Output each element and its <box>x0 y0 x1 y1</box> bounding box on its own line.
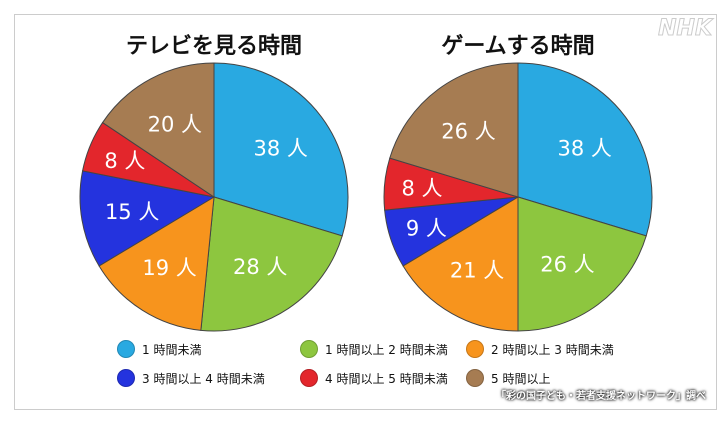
legend-item: 4 時間以上 5 時間未満 <box>300 369 448 387</box>
slice-label: 38 人 <box>254 137 308 161</box>
slice-label: 21 人 <box>450 258 504 282</box>
legend-label: 1 時間未満 <box>142 342 202 357</box>
source-note: 「彩の国子ども・若者支援ネットワーク」調べ <box>496 391 706 402</box>
legend-label: 2 時間以上 3 時間未満 <box>491 342 614 357</box>
slice-label: 26 人 <box>540 253 594 277</box>
legend-label: 5 時間以上 <box>491 371 551 386</box>
chart-title-tv: テレビを見る時間 <box>125 34 302 59</box>
legend-swatch <box>117 340 135 358</box>
pie-slice <box>517 196 647 332</box>
slice-label: 26 人 <box>441 119 495 143</box>
slice-label: 20 人 <box>148 113 202 137</box>
chart-frame <box>14 14 717 410</box>
pie-slice <box>213 62 349 237</box>
legend-swatch <box>117 369 135 387</box>
legend-swatch <box>300 369 318 387</box>
pie-slice <box>101 62 215 198</box>
legend-swatch <box>466 369 484 387</box>
slice-label: 15 人 <box>105 200 159 224</box>
slice-label: 19 人 <box>142 256 196 280</box>
legend-label: 1 時間以上 2 時間未満 <box>325 342 448 357</box>
legend-label: 3 時間以上 4 時間未満 <box>142 371 265 386</box>
legend-item: 1 時間未満 <box>117 340 201 358</box>
pie-slice <box>98 196 215 331</box>
legend-item: 5 時間以上 <box>466 369 550 387</box>
slice-label: 38 人 <box>558 137 612 161</box>
slice-label: 9 人 <box>406 216 447 240</box>
pie-slice <box>402 196 519 332</box>
pie-slice <box>517 62 653 237</box>
slice-label: 28 人 <box>233 255 287 279</box>
pie-slice <box>389 62 519 198</box>
chart-title-game: ゲームする時間 <box>441 34 595 59</box>
legend-item: 3 時間以上 4 時間未満 <box>117 369 265 387</box>
nhk-logo: NHK <box>658 16 713 42</box>
slice-label: 8 人 <box>401 177 442 201</box>
legend-item: 1 時間以上 2 時間未満 <box>300 340 448 358</box>
legend-label: 4 時間以上 5 時間未満 <box>325 371 448 386</box>
legend-swatch <box>300 340 318 358</box>
pie-slice <box>200 196 343 332</box>
legend-swatch <box>466 340 484 358</box>
slice-label: 8 人 <box>104 149 145 173</box>
legend-item: 2 時間以上 3 時間未満 <box>466 340 614 358</box>
pie-slice <box>79 170 216 267</box>
